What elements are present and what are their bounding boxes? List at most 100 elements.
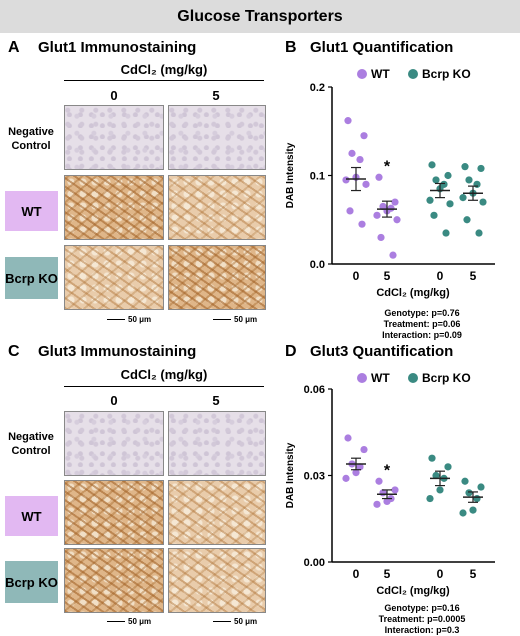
panel-a-title: Glut1 Immunostaining bbox=[38, 39, 197, 56]
glut3-scalebar-0: 50 μm bbox=[107, 617, 151, 626]
glut3-point-g3-1 bbox=[477, 483, 485, 491]
glut1-xlabel: CdCl₂ (mg/kg) bbox=[376, 287, 450, 299]
panel-b-letter: B bbox=[285, 39, 297, 56]
glut1-point-g3-6 bbox=[479, 198, 487, 206]
glut1-ko-5-image bbox=[168, 245, 266, 310]
glut3-stat-interaction: Interaction: p=0.3 bbox=[384, 625, 460, 635]
glut1-ytick-label-2: 0.2 bbox=[310, 82, 325, 94]
glut1-point-g1-0 bbox=[375, 173, 383, 181]
glut1-point-g1-1 bbox=[391, 198, 399, 206]
glut3-stats: Genotype: p=0.16 Treatment: p=0.0005 Int… bbox=[362, 603, 482, 636]
glut3-legend-marker-1 bbox=[408, 373, 418, 383]
glut1-stats: Genotype: p=0.76 Treatment: p=0.06 Inter… bbox=[362, 308, 482, 341]
glut3-point-g3-0 bbox=[461, 477, 469, 485]
glut3-neg-5-image bbox=[168, 411, 266, 476]
glut3-xtick-label-1: 5 bbox=[384, 567, 391, 581]
glut3-point-g2-1 bbox=[444, 463, 452, 471]
glut3-point-g0-1 bbox=[360, 445, 368, 454]
panel-c-col-5: 5 bbox=[212, 393, 220, 408]
glut1-point-g0-3 bbox=[356, 155, 364, 164]
glut1-wt-0-image bbox=[64, 175, 164, 240]
glut1-point-g2-7 bbox=[430, 211, 438, 219]
glut1-point-g3-7 bbox=[463, 216, 471, 224]
glut1-point-g3-8 bbox=[475, 229, 483, 237]
glut1-point-g2-6 bbox=[446, 200, 454, 208]
glut1-stat-genotype: Genotype: p=0.76 bbox=[384, 308, 460, 318]
glut3-ytick-label-0: 0.00 bbox=[304, 557, 325, 569]
glut3-point-g0-3 bbox=[356, 463, 364, 471]
glut1-point-g3-1 bbox=[477, 164, 485, 173]
glut1-point-g0-7 bbox=[346, 207, 354, 215]
glut1-ylabel: DAB Intensity bbox=[285, 142, 296, 208]
glut3-stat-genotype: Genotype: p=0.16 bbox=[384, 603, 460, 613]
glut3-point-g0-0 bbox=[344, 434, 352, 442]
glut1-point-g0-1 bbox=[360, 132, 368, 140]
glut1-point-g3-0 bbox=[461, 163, 469, 171]
glut3-scalebar-5: 50 μm bbox=[213, 617, 257, 626]
glut3-quantification-chart: WT Bcrp KO 0.00 0.03 0.06 DAB Intensity 0 5 0 5 Cd… bbox=[285, 371, 495, 597]
glut3-legend-label-0: WT bbox=[371, 371, 390, 385]
glut1-point-g2-1 bbox=[444, 171, 452, 180]
glut1-point-g2-0 bbox=[428, 161, 436, 169]
glut3-ko-0-image bbox=[64, 548, 164, 613]
glut3-stat-treatment: Treatment: p=0.0005 bbox=[378, 614, 466, 624]
glut3-point-g3-3 bbox=[473, 494, 481, 503]
glut1-scalebar-5: 50 μm bbox=[213, 315, 257, 324]
glut3-point-g3-5 bbox=[459, 509, 467, 517]
panel-b-title: Glut1 Quantification bbox=[310, 39, 454, 56]
panel-c-row-negative: Negative Control bbox=[8, 431, 54, 457]
glut1-point-g0-6 bbox=[362, 180, 370, 188]
glut1-point-g2-5 bbox=[426, 196, 434, 204]
glut1-point-g0-0 bbox=[344, 117, 352, 125]
panel-a-row-ko: Bcrp KO bbox=[5, 257, 58, 299]
glut3-wt-0-image bbox=[64, 480, 164, 545]
glut3-point-g1-1 bbox=[391, 486, 399, 494]
glut3-point-g0-4 bbox=[352, 469, 360, 477]
glut1-ko-0-image bbox=[64, 245, 164, 310]
glut1-neg-5-image bbox=[168, 105, 266, 170]
glut3-legend-marker-0 bbox=[357, 373, 367, 383]
glut3-point-g2-2 bbox=[432, 471, 440, 480]
glut3-ytick-label-2: 0.06 bbox=[304, 384, 325, 396]
glut3-point-g2-5 bbox=[426, 494, 434, 503]
glut1-xtick-label-0: 0 bbox=[353, 269, 360, 283]
glut3-point-g1-5 bbox=[373, 500, 381, 508]
glut1-point-g3-2 bbox=[465, 176, 473, 184]
panel-c-row-wt: WT bbox=[5, 496, 58, 536]
glut1-point-g1-5 bbox=[373, 211, 381, 219]
glut1-legend-label-0: WT bbox=[371, 67, 390, 81]
glut3-xlabel: CdCl₂ (mg/kg) bbox=[376, 585, 450, 597]
glut1-legend-marker-1 bbox=[408, 69, 418, 79]
glut1-quantification-chart: WT Bcrp KO 0.0 0.1 0.2 DAB Intensity 0 5 0 5 CdCl₂… bbox=[285, 67, 495, 299]
glut1-stat-interaction: Interaction: p=0.09 bbox=[382, 330, 462, 340]
glut3-ylabel: DAB Intensity bbox=[285, 442, 296, 508]
glut1-point-g1-6 bbox=[393, 216, 401, 224]
panel-c-title: Glut3 Immunostaining bbox=[38, 343, 197, 360]
glut1-scalebar-0: 50 μm bbox=[107, 315, 151, 324]
glut3-point-g1-0 bbox=[375, 477, 383, 485]
glut1-point-g3-5 bbox=[459, 194, 467, 202]
glut1-point-g1-8 bbox=[389, 251, 397, 259]
panel-a-col-0: 0 bbox=[110, 88, 118, 103]
figure-banner: Glucose Transporters bbox=[0, 0, 520, 33]
panel-a-row-negative: Negative Control bbox=[8, 126, 54, 152]
glut1-legend-label-1: Bcrp KO bbox=[422, 67, 471, 81]
panel-c-header: CdCl₂ (mg/kg) bbox=[120, 367, 208, 382]
panel-c-row-ko: Bcrp KO bbox=[5, 561, 58, 603]
glut3-xtick-label-3: 5 bbox=[470, 567, 477, 581]
glut1-sig-marker-g1: * bbox=[384, 158, 391, 175]
panel-a-header-rule bbox=[64, 80, 264, 81]
glut1-legend-marker-0 bbox=[357, 69, 367, 79]
glut3-wt-5-image bbox=[168, 480, 266, 545]
glut3-point-g3-4 bbox=[469, 506, 477, 514]
glut1-point-g3-3 bbox=[473, 180, 481, 188]
panel-a-col-5: 5 bbox=[212, 88, 220, 103]
panel-d-letter: D bbox=[285, 343, 297, 360]
glut1-stat-treatment: Treatment: p=0.06 bbox=[383, 319, 461, 329]
glut3-point-g2-4 bbox=[436, 486, 444, 494]
panel-a-header: CdCl₂ (mg/kg) bbox=[120, 62, 208, 77]
glut3-sig-marker-g1: * bbox=[384, 462, 391, 479]
glut1-ytick-label-1: 0.1 bbox=[310, 171, 325, 183]
panel-a-row-wt: WT bbox=[5, 191, 58, 231]
panel-c-header-rule bbox=[64, 386, 264, 387]
